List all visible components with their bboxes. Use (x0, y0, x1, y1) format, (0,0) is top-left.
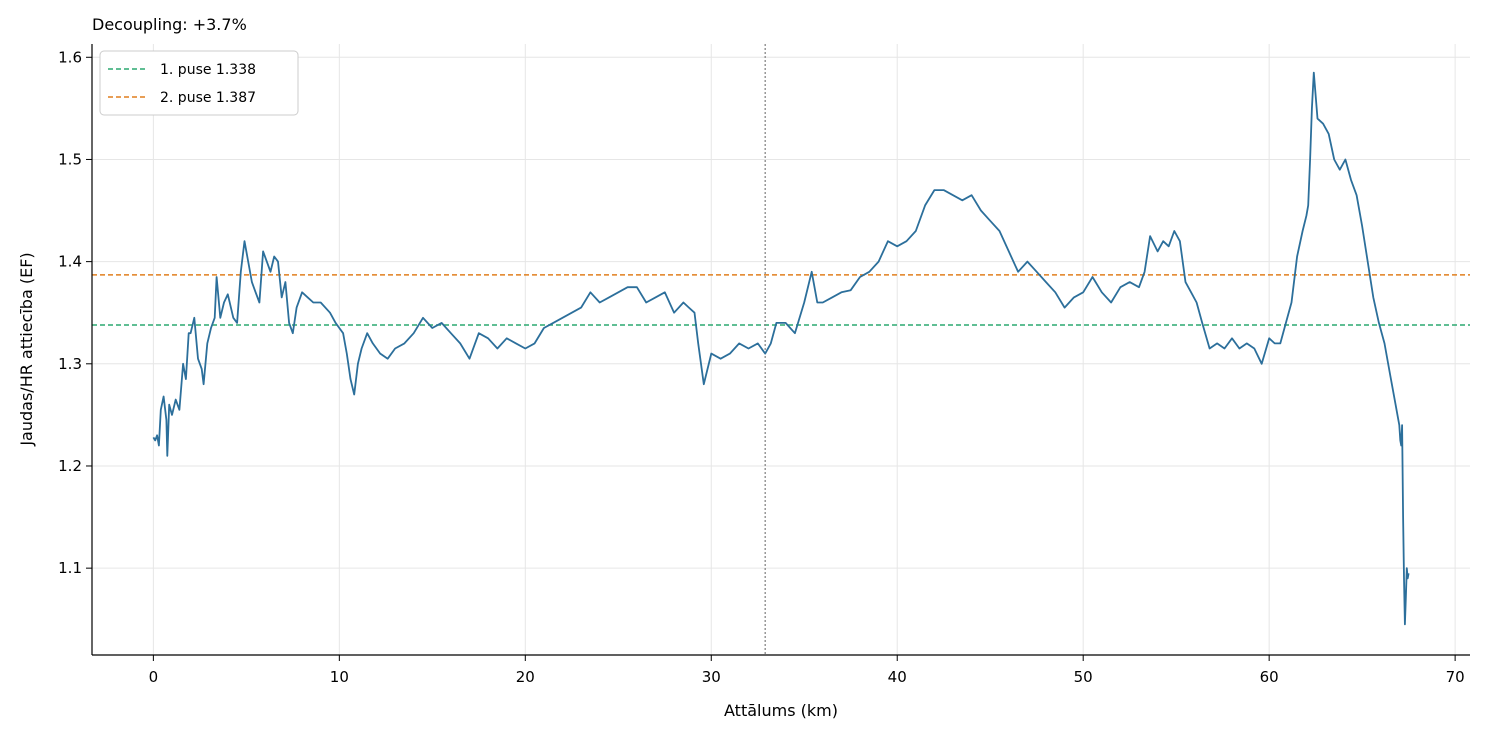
y-axis-ticks: 1.1 1.2 1.3 1.4 1.5 1.6 (58, 48, 92, 577)
chart-title: Decoupling: +3.7% (92, 15, 247, 34)
legend-item-first-half: 1. puse 1.338 (160, 62, 256, 78)
x-axis-label: Attālums (km) (724, 701, 838, 720)
axes (91, 44, 1470, 656)
x-tick-label-0: 0 (149, 668, 159, 686)
legend: 1. puse 1.338 2. puse 1.387 (99, 50, 299, 116)
x-tick-label-2: 20 (516, 668, 535, 686)
y-axis-label: Jaudas/HR attiecība (EF) (17, 252, 36, 446)
x-tick-label-6: 60 (1260, 668, 1279, 686)
y-tick-label-0: 1.1 (58, 559, 82, 577)
x-tick-label-5: 50 (1074, 668, 1093, 686)
x-tick-label-1: 10 (330, 668, 349, 686)
y-tick-label-3: 1.4 (58, 253, 82, 271)
ef-series-line (152, 71, 1410, 626)
x-tick-label-4: 40 (888, 668, 907, 686)
legend-item-second-half: 2. puse 1.387 (160, 90, 256, 106)
reference-lines (92, 274, 1470, 326)
y-tick-label-1: 1.2 (58, 457, 82, 475)
legend-box (99, 50, 299, 116)
y-tick-label-4: 1.5 (58, 150, 82, 168)
grid-lines (92, 44, 1470, 655)
x-tick-label-3: 30 (702, 668, 721, 686)
y-tick-label-5: 1.6 (58, 48, 82, 66)
x-axis-ticks: 0 10 20 30 40 50 60 70 (149, 655, 1465, 686)
x-tick-label-7: 70 (1446, 668, 1465, 686)
y-tick-label-2: 1.3 (58, 355, 82, 373)
